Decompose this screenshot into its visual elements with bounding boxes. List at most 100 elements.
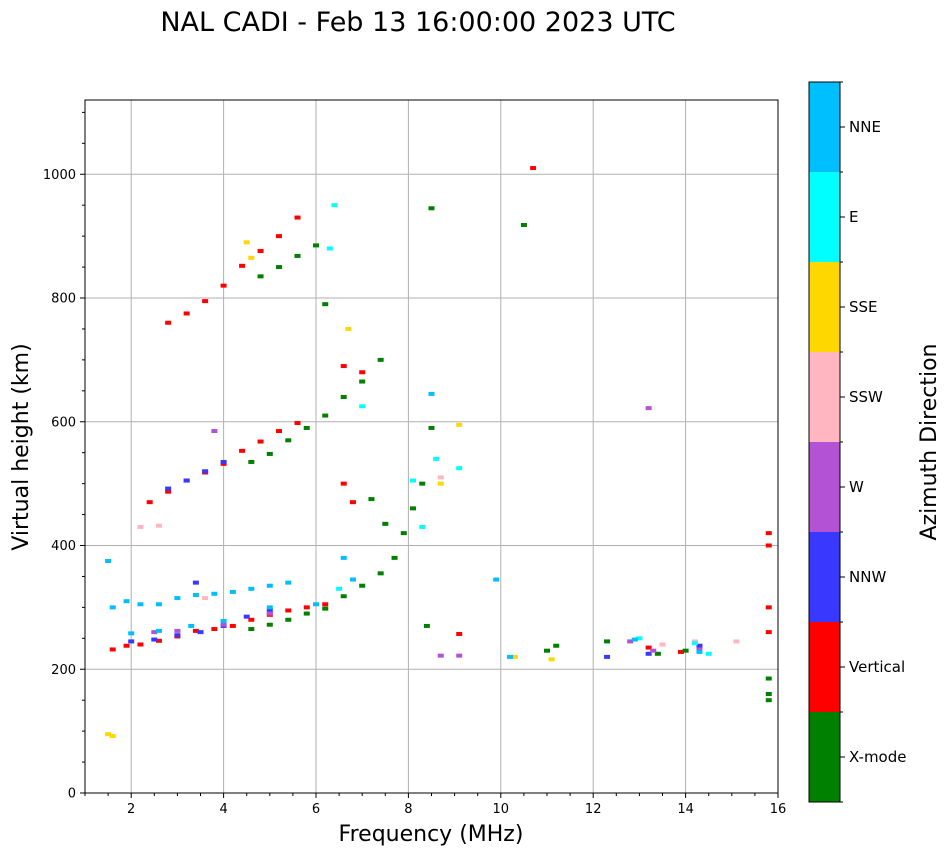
data-point [155, 628, 162, 633]
data-point [548, 657, 555, 662]
series-e [326, 203, 712, 656]
data-point [188, 623, 195, 628]
colorbar-segment [809, 352, 840, 442]
data-point [266, 608, 273, 613]
data-point [322, 602, 329, 607]
data-point [340, 364, 347, 369]
colorbar-tick-label: NNW [849, 568, 886, 586]
data-point [456, 422, 463, 427]
plot-area: 2 4 6 8 10 12 14 16 0 200 400 600 800 1000 [43, 99, 786, 817]
data-point [257, 439, 264, 444]
data-point [349, 500, 356, 505]
data-point [192, 593, 199, 597]
data-point [544, 648, 550, 653]
colorbar-segment [809, 172, 840, 262]
y-tick-label: 600 [51, 415, 76, 430]
data-point [410, 506, 417, 511]
data-point [322, 606, 329, 611]
data-point [765, 605, 772, 610]
data-point [733, 639, 740, 644]
data-point [553, 643, 560, 648]
data-point [248, 617, 255, 622]
y-tick-label: 400 [51, 539, 76, 554]
data-point [266, 611, 273, 616]
x-tick-label: 10 [493, 802, 510, 817]
data-point [243, 240, 250, 245]
data-point [530, 166, 537, 171]
colorbar-segment [809, 532, 840, 622]
data-point [456, 653, 463, 658]
data-point [239, 448, 246, 453]
data-point [137, 602, 144, 607]
x-tick-label: 4 [219, 802, 227, 817]
data-point [349, 577, 356, 582]
colorbar-tick-label: W [849, 478, 864, 496]
series-nne [105, 391, 703, 659]
data-point [294, 420, 301, 425]
data-point [202, 596, 209, 601]
data-point [322, 413, 329, 418]
data-point [456, 631, 463, 636]
x-tick-label: 6 [312, 802, 320, 817]
data-point [303, 425, 310, 430]
data-point [285, 580, 292, 585]
data-point [285, 608, 292, 613]
colorbar-tick-label: SSW [849, 388, 883, 406]
data-point [520, 222, 527, 227]
data-point [229, 589, 236, 594]
data-point [155, 602, 162, 607]
data-point [428, 391, 435, 396]
data-point [211, 627, 218, 632]
data-point [419, 524, 426, 529]
data-point [174, 596, 181, 601]
data-point [248, 586, 255, 591]
colorbar-segment [809, 262, 840, 352]
colorbar-tick-label: NNE [849, 118, 881, 136]
data-point [211, 591, 218, 596]
colorbar-label: Azimuth Direction [917, 343, 942, 540]
colorbar-segment [809, 442, 840, 532]
colorbar-segment [809, 82, 840, 172]
data-point [691, 641, 698, 646]
x-tick-label: 2 [127, 802, 135, 817]
data-point [340, 481, 347, 486]
data-point [137, 524, 144, 529]
data-point [183, 478, 190, 483]
data-points [105, 166, 772, 739]
data-point [202, 299, 209, 304]
data-point [765, 531, 772, 536]
data-point [645, 406, 652, 411]
data-point [359, 370, 366, 375]
data-point [192, 628, 199, 633]
data-point [211, 429, 218, 434]
data-point [765, 630, 772, 635]
colorbar-tick-label: SSE [849, 298, 878, 316]
x-tick-label: 12 [585, 802, 602, 817]
data-point [511, 654, 518, 659]
data-point [123, 599, 130, 604]
data-point [410, 478, 417, 483]
data-point [423, 623, 430, 628]
x-tick-label: 8 [404, 802, 412, 817]
data-point [285, 438, 292, 443]
data-point [165, 320, 172, 325]
data-point [266, 605, 273, 610]
data-point [174, 628, 181, 633]
data-point [359, 583, 366, 588]
data-point [696, 643, 703, 648]
data-point [507, 654, 514, 659]
data-point [192, 580, 199, 585]
colorbar-tick-label: X-mode [849, 748, 906, 766]
data-point [285, 617, 292, 622]
colorbar: X-mode Vertical NNW W SSW SSE E NNE [808, 81, 906, 803]
data-point [220, 622, 227, 627]
data-point [340, 594, 347, 599]
x-tick-label: 14 [677, 802, 694, 817]
data-point [294, 253, 301, 258]
data-point [604, 654, 611, 659]
grid-lines [85, 100, 779, 794]
data-point [400, 531, 407, 536]
data-point [128, 639, 135, 644]
data-point [345, 326, 352, 331]
